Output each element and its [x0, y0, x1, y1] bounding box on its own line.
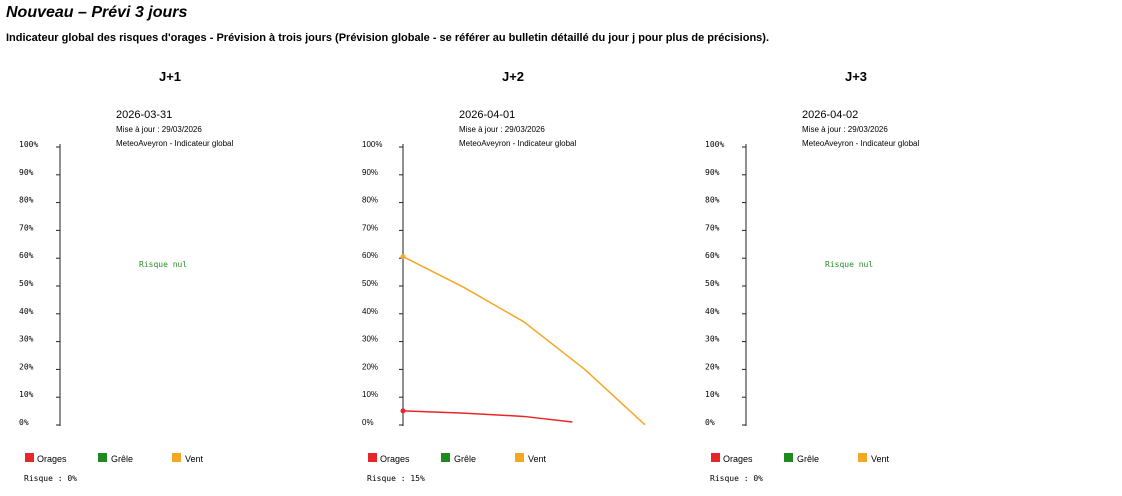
y-tick-label: 40%: [705, 307, 720, 316]
y-tick-label: 0%: [362, 418, 374, 427]
forecast-date: 2026-04-01: [459, 109, 516, 121]
day-label: J+2: [501, 69, 525, 84]
risk-chart-j2: 0% 10% 20% 30% 40% 50% 60% 70% 80% 90% 100%: [362, 140, 646, 427]
legend-orages-swatch: [711, 453, 720, 462]
y-tick-label: 70%: [362, 223, 378, 232]
y-tick-label: 80%: [362, 196, 378, 205]
risk-total: Risque : 0%: [24, 474, 77, 483]
y-tick-label: 60%: [705, 251, 720, 260]
y-tick-label: 10%: [705, 390, 720, 399]
risk-null-label: Risque nul: [825, 260, 874, 269]
legend-grele-swatch: [98, 453, 107, 462]
legend-orages-label: Orages: [723, 454, 753, 464]
y-tick-label: 90%: [19, 168, 34, 177]
y-tick-label: 70%: [705, 223, 720, 232]
y-tick-label: 40%: [19, 307, 34, 316]
y-tick-label: 20%: [705, 362, 720, 371]
y-tick-label: 30%: [705, 335, 720, 344]
series-start-point-orages: [400, 408, 406, 414]
legend-orages-swatch: [368, 453, 377, 462]
day-label: J+3: [844, 69, 868, 84]
update-date: Mise à jour : 29/03/2026: [116, 125, 202, 134]
day-label: J+1: [158, 69, 182, 84]
y-tick-label: 60%: [19, 251, 34, 260]
y-tick-label: 80%: [705, 196, 720, 205]
y-tick-label: 70%: [19, 223, 34, 232]
y-tick-label: 90%: [705, 168, 720, 177]
update-date: Mise à jour : 29/03/2026: [459, 125, 545, 134]
y-tick-label: 90%: [362, 168, 378, 177]
legend-orages-swatch: [25, 453, 34, 462]
page-title: Nouveau – Prévi 3 jours: [6, 4, 188, 21]
series-start-point-vent: [400, 254, 406, 260]
forecast-panel-j3: J+3 2026-04-02 Mise à jour : 29/03/2026 …: [686, 0, 1026, 496]
forecast-panel-j2: J+2 2026-04-01 Mise à jour : 29/03/2026 …: [343, 0, 683, 496]
series-line-vent: [402, 255, 646, 426]
y-tick-label: 100%: [19, 140, 38, 149]
risk-total: Risque : 0%: [710, 474, 763, 483]
risk-null-label: Risque nul: [139, 260, 188, 269]
y-tick-label: 10%: [19, 390, 34, 399]
legend-vent-label: Vent: [528, 454, 547, 464]
chart-source: MeteoAveyron - Indicateur global: [459, 139, 577, 148]
y-tick-label: 100%: [705, 140, 724, 149]
legend-orages-label: Orages: [380, 454, 410, 464]
risk-chart-j1: 0% 10% 20% 30% 40% 50% 60% 70% 80% 90% 100%: [19, 140, 61, 427]
legend-grele-swatch: [441, 453, 450, 462]
chart-source: MeteoAveyron - Indicateur global: [802, 139, 920, 148]
y-tick-label: 50%: [705, 279, 720, 288]
page-subtitle: Indicateur global des risques d'orages -…: [6, 32, 770, 44]
legend-vent-label: Vent: [871, 454, 890, 464]
legend-vent-swatch: [172, 453, 181, 462]
legend-vent-label: Vent: [185, 454, 204, 464]
y-tick-label: 100%: [362, 140, 382, 149]
y-tick-label: 20%: [362, 362, 378, 371]
legend-grele-label: Grêle: [454, 454, 477, 464]
y-tick-label: 80%: [19, 196, 34, 205]
risk-chart-j3: 0% 10% 20% 30% 40% 50% 60% 70% 80% 90% 100%: [705, 140, 747, 427]
y-tick-label: 0%: [705, 418, 715, 427]
forecast-panel-j1: J+1 2026-03-31 Mise à jour : 29/03/2026 …: [0, 0, 340, 496]
y-tick-label: 20%: [19, 362, 34, 371]
chart-source: MeteoAveyron - Indicateur global: [116, 139, 234, 148]
legend-orages-label: Orages: [37, 454, 67, 464]
legend-grele-label: Grêle: [111, 454, 134, 464]
y-tick-label: 30%: [19, 335, 34, 344]
legend-vent-swatch: [858, 453, 867, 462]
y-tick-label: 10%: [362, 390, 378, 399]
risk-total: Risque : 15%: [367, 474, 425, 483]
series-line-orages: [402, 410, 573, 423]
forecast-date: 2026-03-31: [116, 109, 173, 121]
update-date: Mise à jour : 29/03/2026: [802, 125, 888, 134]
y-tick-label: 40%: [362, 307, 378, 316]
legend-grele-swatch: [784, 453, 793, 462]
legend-vent-swatch: [515, 453, 524, 462]
y-tick-label: 50%: [19, 279, 34, 288]
y-tick-label: 30%: [362, 335, 378, 344]
y-tick-label: 60%: [362, 251, 378, 260]
forecast-date: 2026-04-02: [802, 109, 859, 121]
legend-grele-label: Grêle: [797, 454, 820, 464]
y-tick-label: 0%: [19, 418, 29, 427]
y-tick-label: 50%: [362, 279, 378, 288]
